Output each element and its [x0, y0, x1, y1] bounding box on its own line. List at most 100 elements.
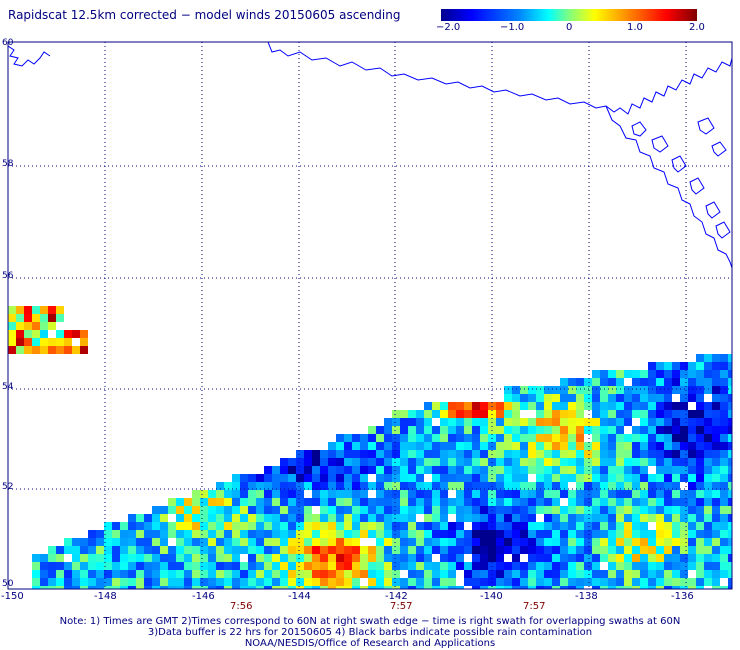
swath-cell [664, 418, 672, 426]
swath-cell [344, 458, 352, 466]
swath-cell [648, 506, 656, 514]
swath-cell [200, 514, 208, 522]
swath-cell [720, 514, 728, 522]
swath-cell [192, 490, 200, 498]
swath-cell [272, 474, 280, 482]
swath-cell [688, 498, 696, 506]
swath-cell [608, 578, 616, 586]
swath-cell [592, 578, 600, 586]
swath-cell [504, 450, 512, 458]
swath-cell [592, 426, 600, 434]
swath-cell [632, 402, 640, 410]
swath-cell [696, 402, 704, 410]
swath-cell [328, 530, 336, 538]
swath-cell [552, 482, 560, 490]
swath-cell [544, 586, 552, 589]
swath-cell [304, 466, 312, 474]
swath-cell [600, 402, 608, 410]
swath-cell [552, 386, 560, 394]
swath-cell [496, 554, 504, 562]
swath-cell [208, 554, 216, 562]
swath-cell [376, 578, 384, 586]
swath-cell [392, 450, 400, 458]
swath-cell [296, 514, 304, 522]
swath-cell [192, 506, 200, 514]
swath-cell [696, 474, 704, 482]
swath-cell [432, 570, 440, 578]
swath-cell [568, 578, 576, 586]
swath-cell [592, 402, 600, 410]
swath-cell [72, 570, 80, 578]
swath-cell [648, 578, 656, 586]
swath-cell [176, 538, 184, 546]
swath-cell [696, 506, 704, 514]
swath-time-1: 7:56 [230, 601, 253, 612]
swath-cell [520, 386, 528, 394]
swath-cell [560, 466, 568, 474]
swath-cell [256, 570, 264, 578]
swath-cell [424, 530, 432, 538]
swath-cell [424, 570, 432, 578]
swath-cell [184, 522, 192, 530]
swath-cell [280, 466, 288, 474]
swath-cell [520, 506, 528, 514]
swath-cell [592, 418, 600, 426]
swath-cell [440, 402, 448, 410]
swath-cell [704, 370, 712, 378]
swath-cell [616, 554, 624, 562]
swath-cell [288, 586, 296, 589]
swath-cell [376, 530, 384, 538]
swath-cell [368, 570, 376, 578]
swath-cell [600, 546, 608, 554]
lon-label-140: -140 [480, 591, 503, 602]
swath-cell [128, 530, 136, 538]
swath-cell [520, 394, 528, 402]
swath-cell [176, 498, 184, 506]
swath-cell [536, 586, 544, 589]
swath-cell [632, 466, 640, 474]
swath-cell [576, 554, 584, 562]
swath-cell [80, 570, 88, 578]
swath-cell [232, 498, 240, 506]
swath-cell [600, 466, 608, 474]
swath-cell [376, 546, 384, 554]
swath-cell [440, 434, 448, 442]
swath-cell [656, 458, 664, 466]
swath-cell [168, 530, 176, 538]
swath-cell [360, 458, 368, 466]
swath-cell [416, 546, 424, 554]
swath-cell [32, 338, 40, 346]
swath-cell [360, 434, 368, 442]
swath-cell [656, 442, 664, 450]
note-line-2: 3)Data buffer is 22 hrs for 20150605 4) … [147, 627, 593, 638]
swath-cell [400, 442, 408, 450]
swath-cell [608, 554, 616, 562]
swath-cell [448, 450, 456, 458]
swath-cell [528, 490, 536, 498]
swath-cell [728, 354, 732, 362]
swath-cell [400, 522, 408, 530]
swath-cell [40, 578, 48, 586]
swath-cell [368, 530, 376, 538]
swath-cell [528, 506, 536, 514]
swath-cell [552, 578, 560, 586]
swath-cell [224, 490, 232, 498]
swath-cell [328, 506, 336, 514]
swath-cell [600, 474, 608, 482]
swath-cell [712, 426, 720, 434]
swath-cell [464, 530, 472, 538]
swath-cell [352, 450, 360, 458]
swath-cell [600, 578, 608, 586]
swath-cell [400, 546, 408, 554]
swath-cell [720, 554, 728, 562]
swath-cell [720, 402, 728, 410]
swath-cell [232, 530, 240, 538]
swath-cell [384, 538, 392, 546]
swath-cell [504, 426, 512, 434]
swath-cell [504, 538, 512, 546]
swath-cell [632, 426, 640, 434]
swath-cell [664, 386, 672, 394]
swath-cell [616, 378, 624, 386]
swath-cell [440, 418, 448, 426]
